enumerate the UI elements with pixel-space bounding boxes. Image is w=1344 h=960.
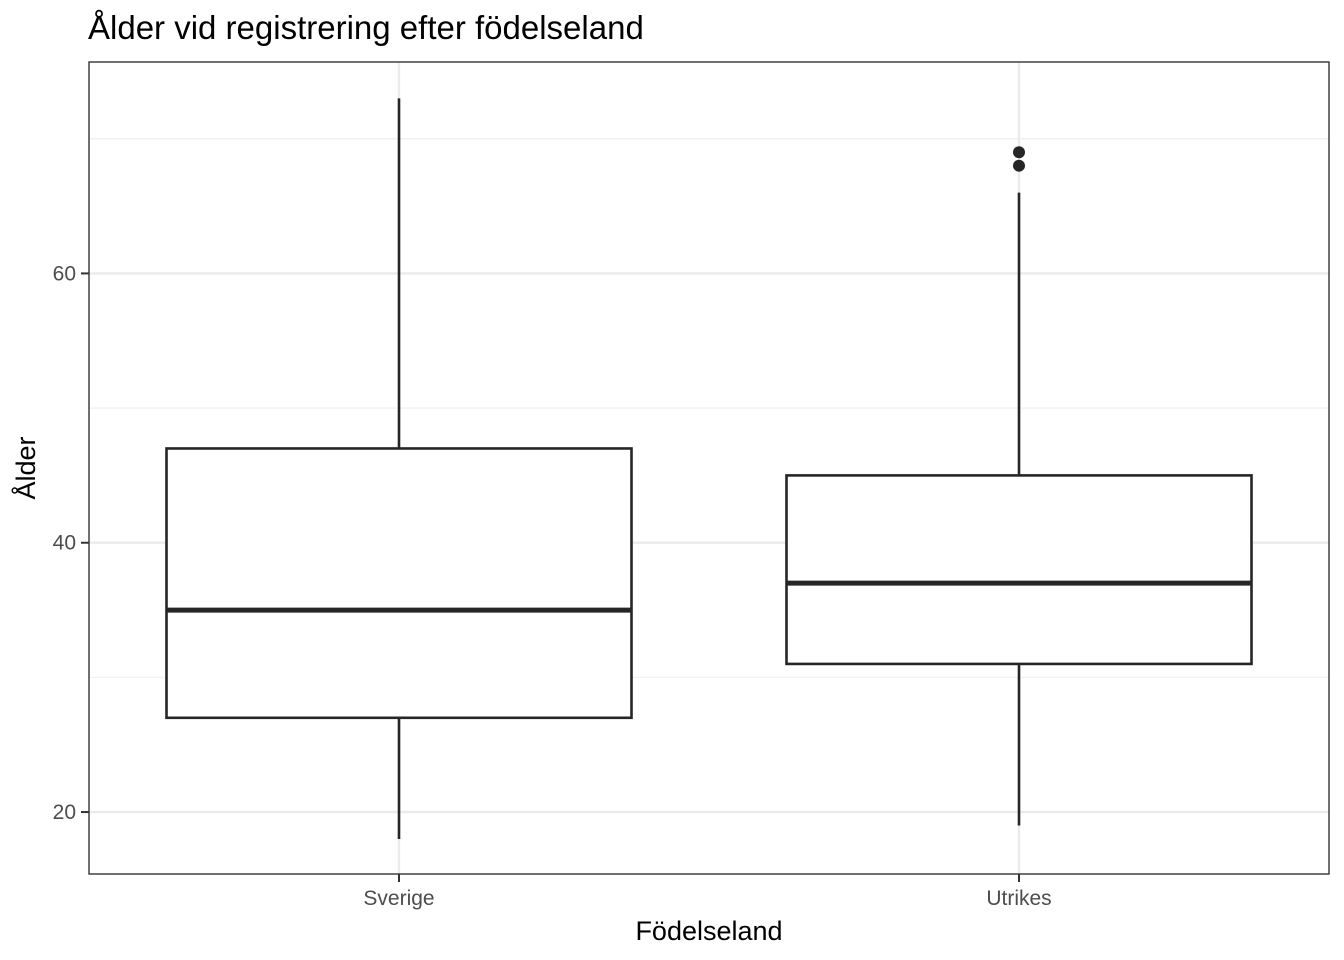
box-sverige bbox=[165, 98, 633, 839]
outlier-point bbox=[1013, 159, 1025, 172]
boxes bbox=[165, 98, 1253, 839]
panel-border bbox=[88, 61, 1330, 875]
y-tick-label: 40 bbox=[53, 532, 76, 555]
x-axis: Sverige Utrikes bbox=[363, 874, 1052, 910]
x-tick-label: Utrikes bbox=[986, 887, 1051, 910]
y-axis: 20 40 60 bbox=[53, 262, 89, 824]
y-tick-label: 20 bbox=[53, 801, 76, 824]
outlier-point bbox=[1013, 146, 1025, 159]
chart-title: Ålder vid registrering efter födelseland bbox=[88, 9, 644, 46]
plot-panel bbox=[88, 61, 1330, 875]
y-tick-label: 60 bbox=[53, 262, 76, 285]
box-iqr bbox=[165, 447, 633, 720]
box-utrikes bbox=[785, 146, 1253, 826]
x-tick-label: Sverige bbox=[363, 887, 434, 910]
x-axis-title: Födelseland bbox=[635, 916, 782, 946]
box-iqr bbox=[785, 474, 1253, 666]
y-axis-title: Ålder bbox=[10, 436, 41, 499]
